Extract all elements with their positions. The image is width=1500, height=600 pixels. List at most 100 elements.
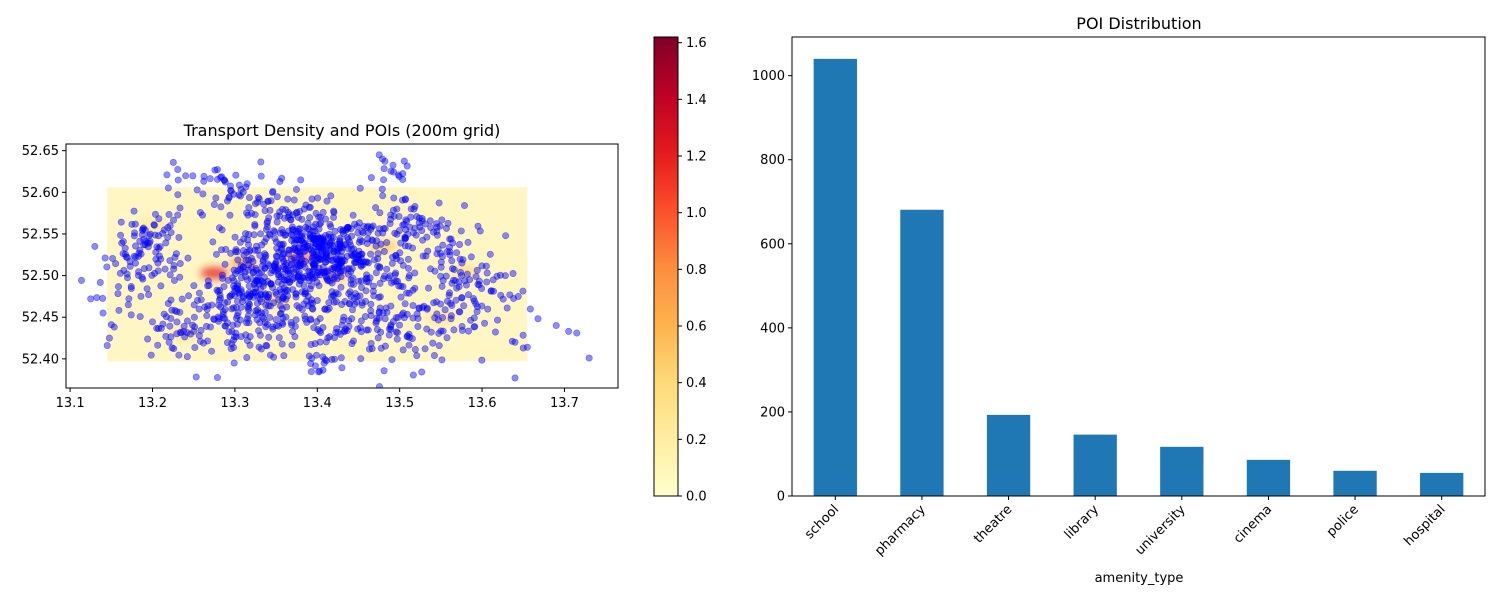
poi-point — [458, 294, 466, 302]
poi-point — [342, 226, 350, 234]
poi-point — [310, 260, 318, 268]
poi-point — [150, 221, 158, 229]
poi-point — [254, 274, 262, 282]
poi-point — [193, 186, 201, 194]
poi-point — [243, 209, 251, 217]
poi-point — [351, 250, 359, 258]
poi-point — [299, 244, 307, 252]
poi-point — [216, 294, 224, 302]
poi-point — [175, 233, 183, 241]
poi-point — [278, 340, 286, 348]
map-x-tick-label: 13.7 — [550, 396, 579, 411]
poi-point — [309, 299, 317, 307]
poi-point — [167, 333, 175, 341]
poi-point — [445, 291, 453, 299]
poi-point — [334, 257, 342, 265]
poi-point — [315, 242, 323, 250]
map-axes-frame — [65, 143, 619, 389]
poi-point — [301, 263, 309, 271]
poi-point — [296, 260, 304, 268]
poi-point — [259, 282, 267, 290]
poi-point — [314, 243, 322, 251]
poi-point — [319, 246, 327, 254]
poi-point — [237, 288, 245, 296]
poi-point — [310, 251, 318, 259]
poi-point — [423, 233, 431, 241]
poi-point — [315, 255, 323, 263]
poi-point — [469, 295, 477, 303]
poi-point — [344, 224, 352, 232]
poi-point — [157, 324, 165, 332]
poi-point — [174, 166, 182, 174]
poi-point — [312, 209, 320, 217]
poi-point — [251, 279, 259, 287]
poi-point — [242, 230, 250, 238]
poi-point — [367, 174, 375, 182]
poi-point — [328, 279, 336, 287]
poi-point — [419, 252, 427, 260]
density-hotspot — [138, 219, 167, 232]
poi-point — [322, 250, 330, 258]
poi-point — [164, 223, 172, 231]
poi-point — [443, 248, 451, 256]
poi-point — [339, 227, 347, 235]
poi-point — [434, 316, 442, 324]
poi-point — [413, 310, 421, 318]
map-x-tick-label: 13.5 — [385, 396, 414, 411]
poi-point — [184, 254, 192, 262]
poi-point — [335, 244, 343, 252]
poi-point — [343, 223, 351, 231]
poi-point — [135, 268, 143, 276]
poi-point — [378, 155, 386, 163]
poi-point — [316, 271, 324, 279]
poi-point — [345, 322, 353, 330]
poi-point — [303, 318, 311, 326]
poi-point — [173, 318, 181, 326]
poi-point — [145, 264, 153, 272]
poi-point — [237, 286, 245, 294]
poi-point — [275, 264, 283, 272]
poi-point — [442, 272, 450, 280]
poi-point — [387, 302, 395, 310]
poi-point — [337, 263, 345, 271]
poi-point — [309, 261, 317, 269]
poi-point — [180, 322, 188, 330]
poi-point — [227, 187, 235, 195]
poi-point — [306, 203, 314, 211]
poi-point — [374, 255, 382, 263]
poi-point — [401, 300, 409, 308]
poi-point — [289, 286, 297, 294]
poi-point — [293, 302, 301, 310]
poi-point — [493, 272, 501, 280]
poi-point — [130, 252, 138, 260]
poi-point — [243, 337, 251, 345]
poi-point — [343, 252, 351, 260]
poi-point — [294, 262, 302, 270]
poi-point — [245, 261, 253, 269]
poi-point — [354, 252, 362, 260]
poi-point — [209, 238, 217, 246]
poi-point — [299, 260, 307, 268]
poi-point — [348, 232, 356, 240]
poi-point — [403, 162, 411, 170]
poi-point — [262, 251, 270, 259]
poi-point — [287, 216, 295, 224]
poi-point — [279, 270, 287, 278]
poi-point — [347, 225, 355, 233]
bar-x-tick-label: cinema — [1231, 502, 1275, 546]
poi-point — [333, 246, 341, 254]
poi-point — [176, 204, 184, 212]
poi-point — [245, 282, 253, 290]
poi-point — [393, 335, 401, 343]
poi-point — [416, 223, 424, 231]
poi-point — [293, 259, 301, 267]
poi-point — [223, 197, 231, 205]
poi-point — [399, 346, 407, 354]
poi-point — [153, 324, 161, 332]
poi-point — [221, 315, 229, 323]
poi-point — [457, 268, 465, 276]
poi-point — [401, 242, 409, 250]
poi-point — [331, 263, 339, 271]
poi-point — [258, 313, 266, 321]
poi-point — [573, 329, 581, 337]
